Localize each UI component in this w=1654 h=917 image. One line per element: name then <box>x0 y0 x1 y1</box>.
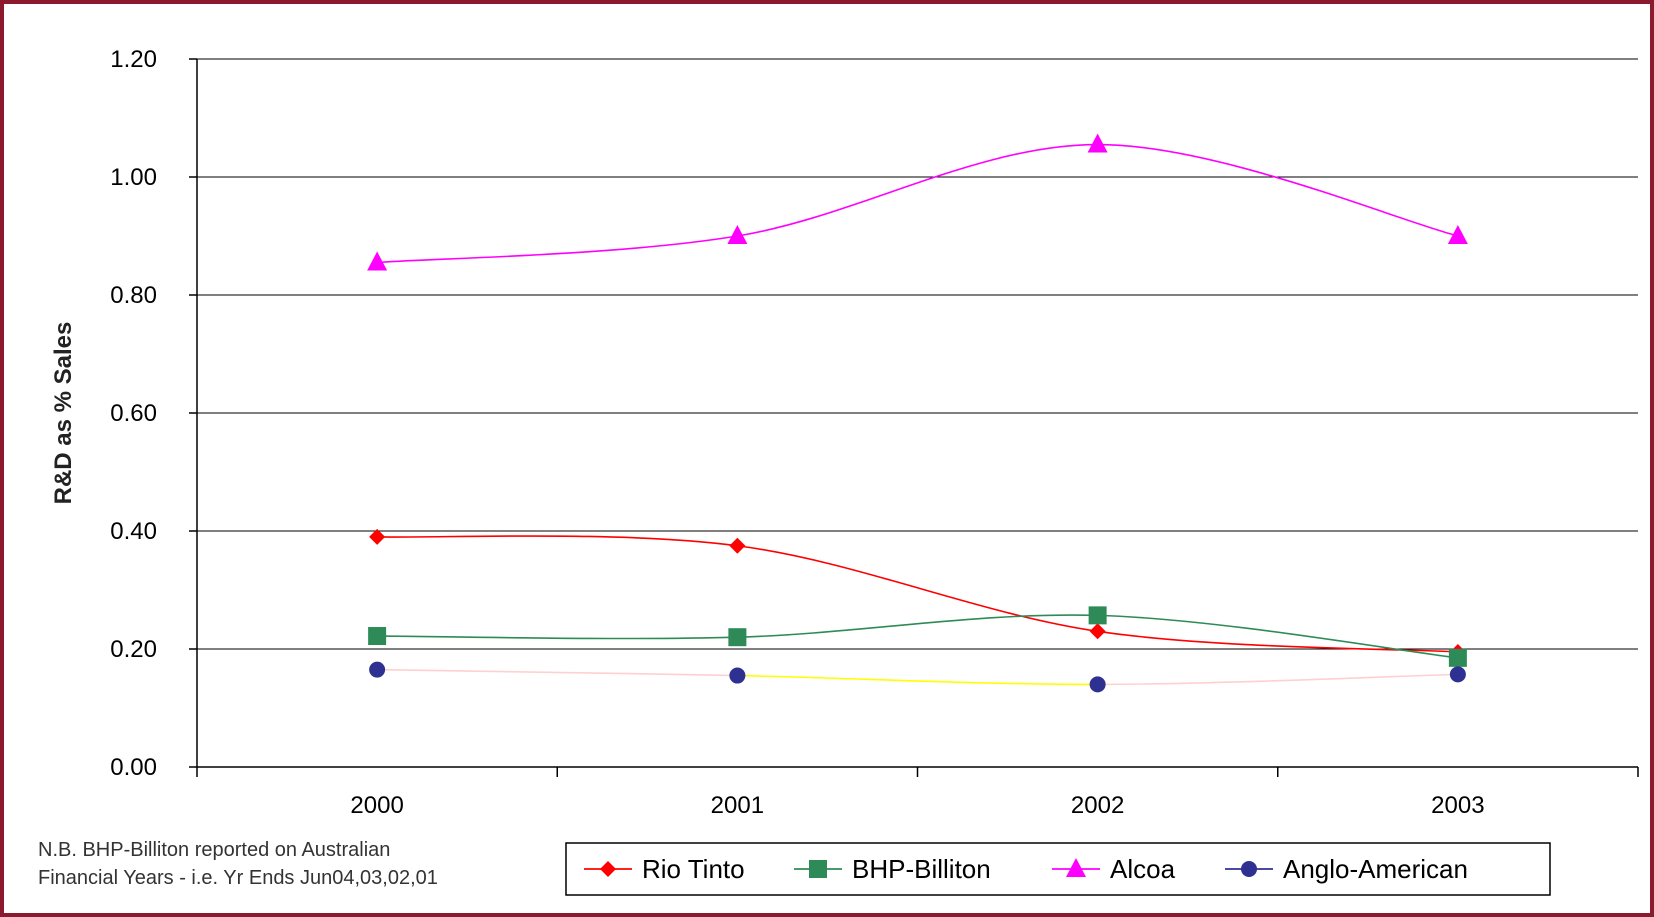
series-line-alcoa-0 <box>377 235 738 264</box>
y-tick-label-3: 0.60 <box>110 400 157 427</box>
data-point-alcoa-2002 <box>1087 133 1108 153</box>
data-point-rio-tinto-2000 <box>369 528 386 545</box>
y-tick-label-4: 0.80 <box>110 282 157 309</box>
series-line-anglo-american-2 <box>1097 673 1458 686</box>
x-tick-label-2002: 2002 <box>1071 792 1124 819</box>
series-line-bhp-billiton-1 <box>737 614 1098 638</box>
data-point-bhp-billiton-2003 <box>1448 648 1467 667</box>
data-point-alcoa-2001 <box>727 225 748 244</box>
footnote-line-2: Financial Years - i.e. Yr Ends Jun04,03,… <box>38 867 438 889</box>
series-line-alcoa-2 <box>1097 143 1459 237</box>
legend-marker-anglo-american <box>1241 861 1257 877</box>
y-tick-label-2: 0.40 <box>110 518 157 545</box>
legend-marker-bhp-billiton <box>809 860 827 878</box>
y-tick-label-1: 0.20 <box>110 636 157 663</box>
legend-label-anglo-american: Anglo-American <box>1283 854 1468 884</box>
data-point-bhp-billiton-2002 <box>1088 606 1107 625</box>
data-point-alcoa-2000 <box>367 251 388 271</box>
footnote-line-1: N.B. BHP-Billiton reported on Australian <box>38 839 391 861</box>
data-point-anglo-american-2002 <box>1089 676 1106 693</box>
legend-label-alcoa: Alcoa <box>1110 854 1176 884</box>
legend-label-rio-tinto: Rio Tinto <box>642 854 745 884</box>
legend-marker-rio-tinto <box>600 861 616 877</box>
footnote: N.B. BHP-Billiton reported on Australian… <box>38 836 538 892</box>
data-point-bhp-billiton-2000 <box>368 627 387 646</box>
legend-label-bhp-billiton: BHP-Billiton <box>852 854 991 884</box>
data-point-bhp-billiton-2001 <box>728 628 747 647</box>
series-line-rio-tinto-2 <box>1097 630 1458 653</box>
series-line-rio-tinto-1 <box>737 544 1098 633</box>
data-point-rio-tinto-2002 <box>1089 623 1106 640</box>
x-tick-label-2003: 2003 <box>1431 792 1484 819</box>
y-tick-label-0: 0.00 <box>110 754 157 781</box>
y-axis-title: R&D as % Sales <box>50 322 77 505</box>
data-point-alcoa-2003 <box>1447 225 1468 244</box>
series-line-anglo-american-0 <box>377 668 738 677</box>
series-line-rio-tinto-0 <box>377 535 738 547</box>
data-point-rio-tinto-2001 <box>729 537 746 554</box>
y-tick-label-5: 1.00 <box>110 164 157 191</box>
data-point-anglo-american-2003 <box>1449 666 1466 683</box>
series-line-bhp-billiton-2 <box>1097 614 1458 659</box>
x-tick-label-2001: 2001 <box>711 792 764 819</box>
series-line-alcoa-1 <box>737 143 1098 237</box>
series-line-bhp-billiton-0 <box>377 635 738 640</box>
x-tick-label-2000: 2000 <box>350 792 403 819</box>
legend-marker-alcoa <box>1066 858 1086 877</box>
y-tick-label-6: 1.20 <box>110 46 157 73</box>
series-line-anglo-american-1 <box>737 674 1098 686</box>
data-point-anglo-american-2000 <box>369 661 386 678</box>
data-point-anglo-american-2001 <box>729 667 746 684</box>
